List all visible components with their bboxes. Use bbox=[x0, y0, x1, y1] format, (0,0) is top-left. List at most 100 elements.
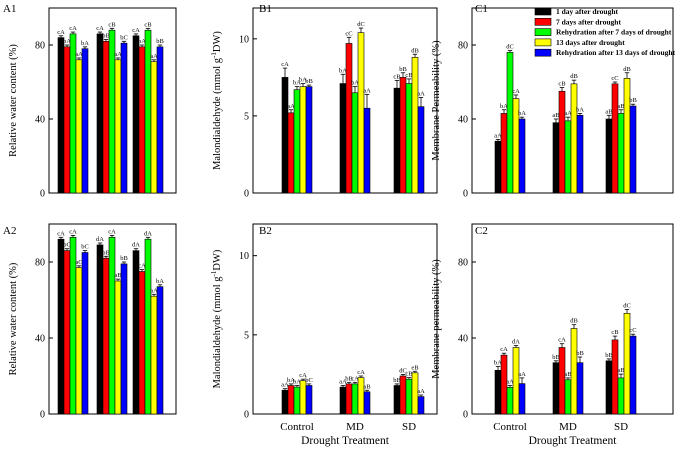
legend-label: 13 days after drought bbox=[556, 38, 625, 47]
bar bbox=[293, 386, 301, 415]
data-label: bA bbox=[494, 360, 502, 367]
data-label: aA bbox=[564, 110, 572, 117]
data-label: cB bbox=[405, 72, 413, 79]
data-label: cA bbox=[57, 29, 65, 36]
data-label: aA bbox=[518, 371, 526, 378]
x-tick-label: MD bbox=[346, 421, 364, 433]
bar bbox=[57, 37, 65, 194]
bar bbox=[156, 46, 164, 194]
y-axis-label: Malondialdehyde (mmol g-1DW) bbox=[210, 31, 223, 170]
bar bbox=[81, 252, 89, 415]
panel-label: B2 bbox=[259, 225, 272, 237]
y-tick-label: 0 bbox=[40, 410, 45, 421]
data-label: bA bbox=[299, 77, 307, 84]
y-axis-label: Membrane permeability (%) bbox=[431, 259, 442, 379]
bar bbox=[75, 267, 83, 415]
data-label: aA bbox=[417, 388, 425, 395]
data-label: aC bbox=[75, 259, 82, 266]
bar bbox=[623, 78, 631, 194]
panel-label: B1 bbox=[259, 3, 272, 15]
data-label: cA bbox=[500, 346, 508, 353]
bar bbox=[144, 238, 152, 415]
bar bbox=[339, 83, 347, 194]
bar bbox=[102, 40, 110, 194]
x-tick-label: SD bbox=[402, 421, 416, 433]
y-tick-label: 0 bbox=[40, 189, 45, 200]
chart-c2: C2 0 40 80 Membrane permeability (%) Control M… bbox=[431, 223, 674, 447]
bar bbox=[564, 120, 572, 194]
data-label: aA bbox=[287, 103, 295, 110]
y-tick-label: 80 bbox=[35, 41, 45, 52]
legend-label: 7 days after drought bbox=[556, 17, 621, 26]
data-label: aA bbox=[417, 90, 425, 97]
data-label: bA bbox=[518, 110, 526, 117]
bar bbox=[96, 33, 104, 194]
data-label: bB bbox=[393, 377, 401, 384]
data-label: cB bbox=[393, 73, 401, 80]
x-tick-label: Control bbox=[493, 421, 527, 433]
bar bbox=[299, 86, 307, 194]
data-label: aA bbox=[150, 287, 158, 294]
bar bbox=[132, 35, 140, 194]
data-label: cA bbox=[96, 25, 104, 32]
data-label: aB bbox=[617, 367, 625, 374]
data-label: dC bbox=[623, 303, 631, 310]
bar bbox=[281, 77, 289, 194]
x-axis-label: Drought Treatment bbox=[529, 435, 618, 447]
data-label: bB bbox=[102, 249, 110, 256]
y-axis-label: Membrane Permeability (%) bbox=[431, 40, 442, 161]
bar bbox=[363, 107, 371, 194]
data-label: cA bbox=[69, 25, 77, 32]
data-label: cB bbox=[108, 21, 116, 28]
bar bbox=[345, 383, 353, 415]
data-label: bC bbox=[81, 244, 89, 251]
chart-a2: A2 0 40 80 Relative water content (%) cA dA dA b… bbox=[3, 223, 177, 421]
data-label: dB bbox=[411, 47, 419, 54]
bar bbox=[494, 140, 502, 194]
bar bbox=[132, 250, 140, 415]
data-label: cC bbox=[629, 327, 636, 334]
data-label: dA bbox=[132, 242, 140, 249]
y-tick-label: 80 bbox=[458, 41, 468, 52]
bar bbox=[506, 52, 514, 194]
data-label: cA bbox=[57, 230, 65, 237]
y-tick-label: 80 bbox=[458, 258, 468, 269]
data-label: aB bbox=[605, 108, 613, 115]
legend-item: 1 day after drought bbox=[534, 7, 619, 16]
data-label: bC bbox=[120, 34, 128, 41]
data-label: aB bbox=[552, 112, 560, 119]
x-tick-label: SD bbox=[614, 421, 628, 433]
bar bbox=[63, 250, 71, 415]
bar bbox=[611, 83, 619, 194]
bar bbox=[345, 43, 353, 194]
bar bbox=[405, 378, 413, 415]
legend-label: 1 day after drought bbox=[556, 7, 619, 16]
data-label: bA bbox=[576, 106, 584, 113]
panel-label: A2 bbox=[3, 225, 16, 237]
panel-label: C2 bbox=[475, 225, 488, 237]
y-tick-label: 0 bbox=[244, 189, 249, 200]
data-label: bB bbox=[305, 78, 313, 85]
bar bbox=[552, 362, 560, 415]
panel-label: A1 bbox=[3, 3, 16, 15]
bar bbox=[351, 92, 359, 194]
y-tick-label: 40 bbox=[35, 334, 45, 345]
data-label: bB bbox=[605, 352, 613, 359]
chart-b1: B1 0 5 10 Malondialdehyde (mmol g-1DW) cA bA cB… bbox=[210, 3, 438, 200]
data-label: cC bbox=[345, 30, 352, 37]
data-label: cA bbox=[69, 228, 77, 235]
data-label: eB bbox=[411, 364, 419, 371]
bar bbox=[399, 375, 407, 415]
data-label: cA bbox=[299, 372, 307, 379]
data-label: dC bbox=[399, 367, 407, 374]
data-label: bB bbox=[345, 375, 353, 382]
data-label: bB bbox=[629, 97, 637, 104]
bar bbox=[417, 396, 425, 415]
bar bbox=[102, 257, 110, 415]
data-label: dA bbox=[512, 339, 520, 346]
data-label: aA bbox=[114, 51, 122, 58]
y-tick-label: 80 bbox=[35, 258, 45, 269]
x-axis-label: Drought Treatment bbox=[301, 435, 390, 447]
data-label: cA bbox=[512, 88, 520, 95]
